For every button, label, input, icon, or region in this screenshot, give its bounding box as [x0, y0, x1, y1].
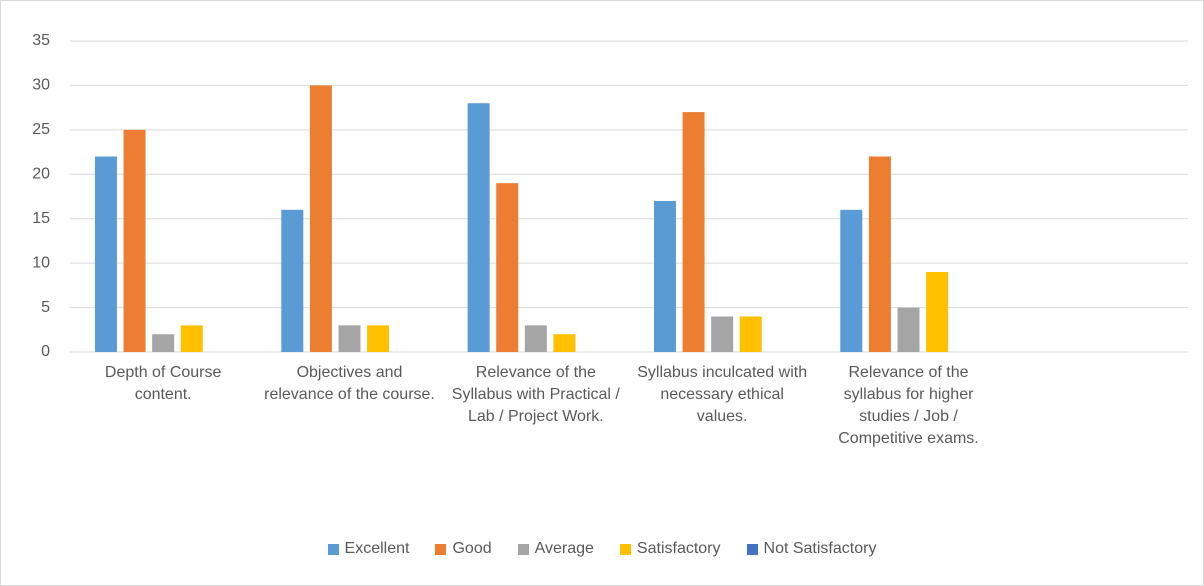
y-tick-label: 25	[32, 121, 50, 138]
legend-swatch	[327, 543, 339, 555]
x-tick-label: Relevance of the Syllabus with Practical…	[451, 364, 620, 425]
legend-swatch	[435, 543, 447, 555]
legend-swatch	[619, 543, 631, 555]
bar	[711, 316, 734, 352]
bar	[281, 209, 304, 352]
bar	[553, 334, 576, 352]
legend-swatch	[746, 543, 758, 555]
legend-item: Satisfactory	[619, 540, 721, 558]
legend-item: Good	[435, 540, 492, 558]
bar	[367, 325, 390, 352]
bar	[653, 200, 676, 352]
legend-label: Average	[534, 540, 594, 557]
legend-label: Not Satisfactory	[763, 540, 877, 557]
bar	[152, 334, 175, 352]
x-tick-label: Syllabus inculcated with necessary ethic…	[637, 364, 808, 425]
bar	[94, 156, 117, 352]
x-tick-label: Objectives and relevance of the course.	[264, 364, 435, 403]
y-tick-label: 5	[41, 299, 50, 316]
y-tick-label: 0	[41, 343, 50, 360]
legend: Excellent Good Average Satisfactory Not Sati…	[0, 540, 1204, 558]
y-tick-label: 30	[32, 77, 50, 94]
bar	[897, 307, 920, 352]
legend-label: Excellent	[344, 540, 410, 557]
bar	[123, 129, 146, 352]
bar	[682, 112, 705, 352]
bar	[868, 156, 891, 352]
legend-item: Average	[517, 540, 594, 558]
legend-label: Satisfactory	[636, 540, 721, 557]
bar	[467, 103, 490, 352]
bar	[338, 325, 361, 352]
legend-item: Not Satisfactory	[746, 540, 877, 558]
bar	[840, 209, 863, 352]
bar	[926, 272, 949, 352]
legend-label: Good	[452, 540, 492, 557]
y-tick-label: 35	[32, 32, 50, 49]
bar	[524, 325, 547, 352]
legend-swatch	[517, 543, 529, 555]
bar	[496, 183, 519, 352]
bar	[739, 316, 762, 352]
y-tick-label: 10	[32, 254, 50, 271]
x-tick-label: Relevance of the syllabus for higher stu…	[838, 364, 979, 447]
y-tick-label: 20	[32, 166, 50, 183]
legend-item: Excellent	[327, 540, 410, 558]
bar	[309, 85, 332, 352]
y-tick-label: 15	[32, 210, 50, 227]
bar	[180, 325, 203, 352]
x-tick-label: Depth of Course content.	[104, 364, 222, 403]
